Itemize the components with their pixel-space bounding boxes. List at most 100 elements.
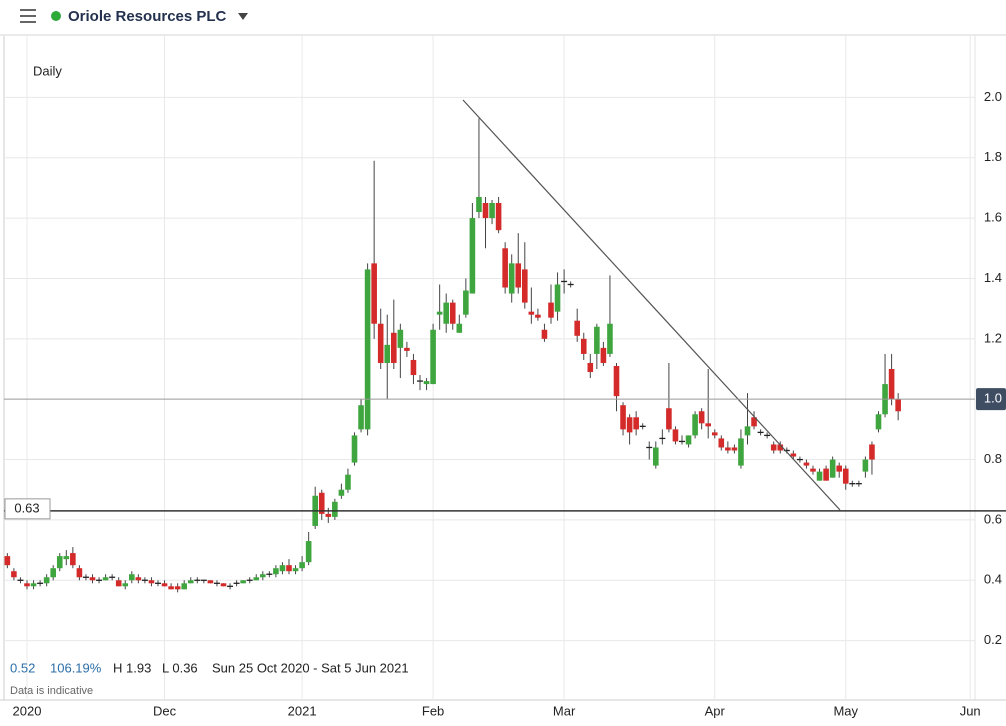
x-tick-label: Apr — [705, 703, 726, 718]
candle-body — [528, 311, 535, 315]
candle-body — [515, 263, 522, 288]
candle-body — [823, 468, 829, 481]
candle-body — [580, 338, 587, 354]
candle-body — [554, 284, 561, 312]
candle-body — [325, 513, 332, 517]
candle-body — [292, 568, 299, 572]
candle-body — [698, 411, 705, 424]
candle-body — [391, 332, 397, 363]
y-tick-label: 0.4 — [984, 572, 1002, 587]
candle-body — [862, 459, 869, 472]
candle-body — [207, 580, 214, 584]
candle-body — [574, 320, 580, 336]
period-low: L 0.36 — [162, 660, 198, 675]
date-range: Sun 25 Oct 2020 - Sat 5 Jun 2021 — [212, 660, 409, 675]
candle-body — [11, 571, 17, 578]
chart-title[interactable]: Oriole Resources PLC — [68, 8, 227, 25]
y-tick-label: 0.2 — [984, 632, 1002, 647]
candle-body — [587, 362, 594, 373]
candle-body — [240, 580, 246, 584]
candle-body — [705, 423, 711, 427]
candle-body — [626, 417, 633, 433]
candle-body — [770, 444, 777, 451]
candle-body — [456, 323, 463, 333]
y-tick-label: 0.6 — [984, 511, 1002, 526]
candle-body — [522, 269, 528, 303]
candle-body — [358, 405, 364, 430]
candle-body — [135, 577, 142, 581]
candle-body — [810, 468, 816, 472]
x-tick-label: May — [833, 703, 858, 718]
candle-body — [181, 583, 187, 590]
y-tick-label: 1.8 — [984, 149, 1002, 164]
candle-body — [633, 417, 639, 430]
candle-body — [508, 263, 515, 294]
candle-body — [495, 203, 502, 231]
support-label: 0.63 — [14, 500, 39, 515]
candle-body — [430, 329, 436, 385]
candle-body — [4, 556, 11, 566]
y-tick-label: 1.2 — [984, 330, 1002, 345]
candle-body — [397, 329, 404, 348]
change: 0.52 — [10, 660, 35, 675]
candle-body — [449, 302, 456, 324]
candle-body — [423, 381, 430, 385]
y-tick-label: 0.8 — [984, 451, 1002, 466]
candle-body — [364, 269, 371, 430]
candle-body — [502, 248, 508, 288]
candle-body — [790, 453, 797, 457]
candle-body — [129, 574, 135, 581]
candle-body — [672, 429, 679, 442]
candle-body — [685, 435, 692, 445]
change-percent: 106.19% — [50, 660, 102, 675]
candle-body — [377, 323, 384, 363]
menu-icon[interactable] — [20, 9, 36, 23]
candle-body — [803, 462, 810, 466]
dropdown-caret[interactable] — [238, 13, 248, 20]
candle-body — [692, 414, 698, 436]
candle-body — [718, 438, 725, 448]
candle-body — [345, 474, 351, 490]
candle-body — [816, 471, 823, 481]
support-label-box — [4, 498, 51, 520]
candle-body — [829, 459, 836, 478]
candle-body — [607, 323, 613, 354]
candle-body — [63, 556, 70, 560]
candle-body — [43, 577, 50, 584]
candle-body — [548, 302, 554, 318]
candle-body — [279, 565, 286, 572]
candle-body — [888, 369, 895, 400]
candle-body — [102, 577, 109, 581]
candle-body — [371, 263, 377, 324]
candle-body — [482, 203, 489, 219]
period-high: H 1.93 — [113, 660, 151, 675]
candle-body — [869, 444, 875, 460]
status-dot — [51, 11, 61, 21]
overlays: 0.63 1.0 — [4, 388, 1006, 520]
candle-body — [220, 583, 227, 587]
candle-body — [115, 580, 122, 587]
candle-body — [594, 326, 600, 354]
candle-body — [489, 203, 495, 219]
candle-body — [744, 426, 751, 436]
candle-body — [620, 405, 626, 430]
candle-body — [404, 347, 410, 351]
candle-body — [174, 586, 181, 590]
x-tick-label: Mar — [553, 703, 576, 718]
candle-body — [613, 365, 620, 397]
candle-body — [76, 568, 83, 578]
candle-body — [318, 492, 325, 514]
candle-body — [875, 414, 882, 430]
candle-body — [260, 574, 266, 578]
candle-body — [469, 218, 476, 294]
candle-body — [777, 444, 784, 451]
candle-body — [725, 447, 731, 451]
candle-body — [273, 568, 279, 575]
candle-body — [541, 329, 548, 339]
x-tick-label: Dec — [153, 703, 177, 718]
y-tick-label: 1.4 — [984, 270, 1002, 285]
candle-body — [711, 432, 718, 436]
candle-body — [148, 580, 155, 584]
candle-body — [351, 435, 358, 463]
